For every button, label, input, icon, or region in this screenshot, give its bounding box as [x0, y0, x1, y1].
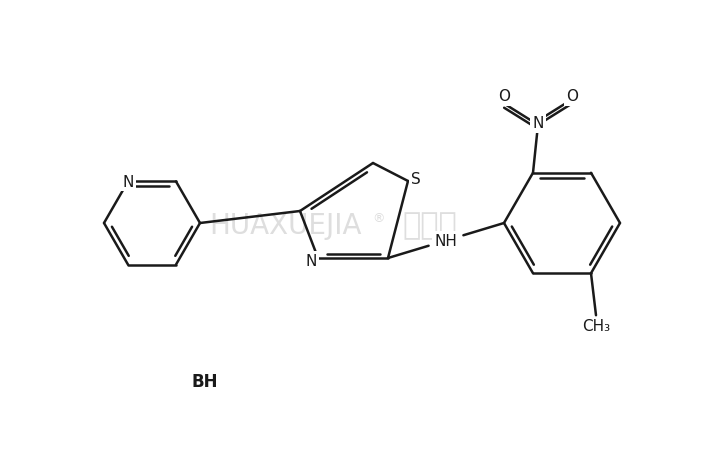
Text: O: O [566, 89, 578, 104]
Text: S: S [411, 172, 421, 187]
Text: BH: BH [192, 372, 218, 390]
Text: HUAXUEJIA: HUAXUEJIA [209, 212, 361, 239]
Text: 化学加: 化学加 [403, 211, 457, 240]
Text: N: N [305, 254, 317, 269]
Text: N: N [122, 175, 134, 189]
Text: O: O [498, 89, 510, 104]
Text: ®: ® [372, 212, 384, 225]
Text: N: N [532, 116, 544, 131]
Text: CH₃: CH₃ [582, 318, 610, 333]
Text: NH: NH [435, 233, 458, 249]
